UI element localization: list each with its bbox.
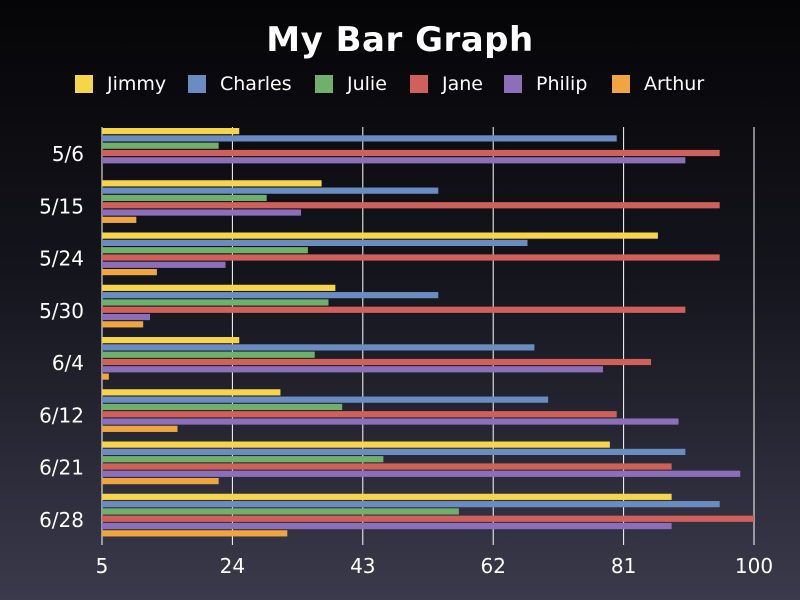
x-tick-label: 24	[220, 554, 245, 578]
bar-philip-6-21	[102, 470, 741, 477]
bar-jane-5-15	[102, 202, 720, 209]
legend-label-jane: Jane	[442, 73, 483, 95]
bar-jimmy-6-21	[102, 441, 610, 448]
legend-item-jane: Jane	[410, 70, 483, 98]
bar-charles-5-24	[102, 239, 528, 246]
legend-label-jimmy: Jimmy	[107, 73, 167, 95]
legend: Jimmy Charles Julie Jane Philip Arthur	[0, 70, 800, 98]
legend-item-charles: Charles	[188, 70, 292, 98]
bar-arthur-6-28	[102, 530, 288, 537]
y-tick-label: 5/15	[39, 194, 84, 218]
x-tick-label: 43	[350, 554, 375, 578]
bar-jane-6-28	[102, 515, 754, 522]
bar-jane-5-24	[102, 254, 720, 261]
bar-jimmy-5-6	[102, 128, 240, 135]
legend-swatch-charles	[188, 75, 206, 93]
legend-swatch-julie	[315, 75, 333, 93]
bar-charles-5-30	[102, 292, 439, 299]
bar-charles-5-15	[102, 187, 439, 194]
bar-julie-6-21	[102, 456, 384, 463]
bar-philip-5-15	[102, 209, 302, 216]
y-tick-label: 6/4	[52, 351, 84, 375]
y-tick-label: 6/12	[39, 403, 84, 427]
x-tick-label: 81	[611, 554, 636, 578]
legend-item-jimmy: Jimmy	[75, 70, 166, 98]
legend-swatch-arthur	[612, 75, 630, 93]
bar-philip-5-6	[102, 157, 686, 164]
chart-title: My Bar Graph	[266, 20, 534, 60]
legend-swatch-jimmy	[75, 75, 93, 93]
bar-jane-6-4	[102, 358, 652, 366]
bar-julie-5-30	[102, 299, 329, 306]
legend-item-philip: Philip	[504, 70, 587, 98]
legend-item-arthur: Arthur	[612, 70, 704, 98]
legend-swatch-philip	[504, 75, 522, 93]
legend-item-julie: Julie	[315, 70, 387, 98]
bar-julie-5-15	[102, 194, 267, 202]
bar-jimmy-5-30	[102, 284, 336, 291]
bar-charles-6-12	[102, 396, 549, 403]
bar-jane-6-21	[102, 463, 672, 470]
bar-philip-6-4	[102, 366, 604, 373]
bar-philip-5-24	[102, 261, 226, 268]
bar-jane-6-12	[102, 411, 617, 418]
legend-label-julie: Julie	[347, 73, 387, 95]
bar-julie-6-28	[102, 508, 459, 515]
bar-philip-6-28	[102, 522, 672, 530]
legend-label-arthur: Arthur	[644, 73, 705, 95]
y-tick-label: 6/28	[39, 508, 84, 532]
bar-arthur-6-4	[102, 373, 109, 380]
bar-jane-5-30	[102, 306, 686, 313]
bar-julie-5-24	[102, 247, 308, 254]
bar-julie-5-6	[102, 142, 219, 149]
legend-label-charles: Charles	[220, 73, 292, 95]
bar-arthur-5-30	[102, 321, 144, 328]
x-tick-label: 100	[735, 554, 773, 578]
bar-jimmy-6-4	[102, 337, 240, 344]
x-tick-label: 5	[96, 554, 109, 578]
bar-jimmy-6-28	[102, 493, 672, 500]
bar-arthur-6-21	[102, 478, 219, 485]
y-tick-label: 6/21	[39, 456, 84, 480]
legend-label-philip: Philip	[536, 73, 588, 95]
bar-julie-6-4	[102, 351, 315, 358]
bar-jane-5-6	[102, 149, 720, 157]
bar-charles-5-6	[102, 135, 617, 142]
bar-arthur-6-12	[102, 425, 178, 432]
bar-arthur-5-15	[102, 216, 137, 223]
bar-jimmy-5-24	[102, 232, 658, 239]
bar-charles-6-4	[102, 344, 535, 351]
bar-arthur-5-24	[102, 269, 157, 276]
bar-charles-6-28	[102, 501, 720, 508]
bar-jimmy-6-12	[102, 389, 281, 396]
legend-swatch-jane	[410, 75, 428, 93]
y-tick-label: 5/6	[52, 142, 84, 166]
bar-jimmy-5-15	[102, 180, 322, 187]
bar-julie-6-12	[102, 403, 343, 411]
bar-charles-6-21	[102, 448, 686, 455]
bar-philip-5-30	[102, 313, 151, 321]
bar-philip-6-12	[102, 418, 679, 425]
y-tick-label: 5/30	[39, 299, 84, 323]
y-tick-label: 5/24	[39, 247, 84, 271]
x-tick-label: 62	[480, 554, 505, 578]
